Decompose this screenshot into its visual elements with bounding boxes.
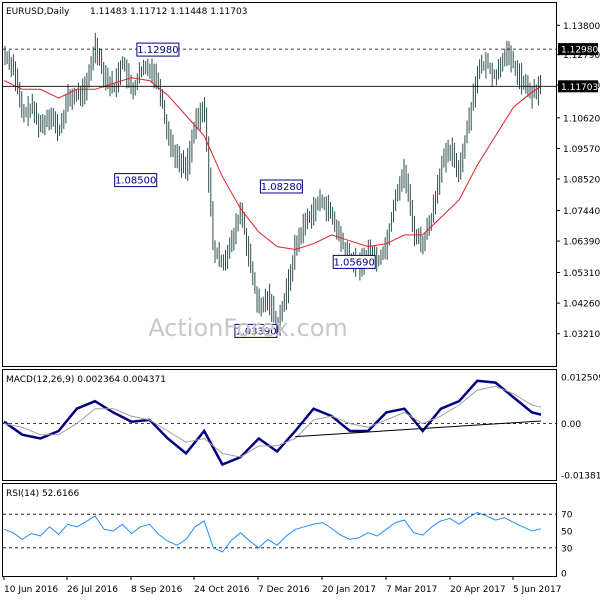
date-axis-tick-label: 8 Sep 2016 [131, 585, 183, 595]
level-annotation-box [114, 173, 158, 188]
level-annotation-box [234, 323, 278, 338]
macd-signal-line [3, 385, 542, 458]
rsi-layer [3, 511, 556, 553]
rsi-axis-tick-label: 70 [561, 511, 573, 521]
level-annotation-label: 1.12980 [137, 45, 178, 56]
level-annotation-box [136, 42, 180, 57]
date-axis-tick-label: 7 Mar 2017 [386, 585, 437, 595]
date-axis-tick-label: 24 Oct 2016 [194, 585, 250, 595]
rsi-panel-frame [2, 483, 557, 577]
price-panel-frame [2, 2, 557, 367]
level-annotation: 1.08280 [259, 179, 303, 194]
macd-trendline [295, 420, 542, 438]
price-axis-tick-label: 1.12790 [563, 51, 600, 61]
level-annotation-label: 1.05690 [334, 257, 375, 268]
level-annotation: 1.12980 [136, 42, 180, 57]
price-layer: 1.12980 1.08500 1.08280 1.03390 1.05690 [3, 32, 556, 338]
date-axis-tick-label: 20 Apr 2017 [450, 585, 506, 595]
ohlc-label: 1.11483 1.11712 1.11448 1.11703 [90, 7, 247, 17]
date-axis-tick-label: 10 Jun 2016 [4, 585, 58, 595]
rsi-axis-tick-label: 50 [561, 528, 573, 538]
level-annotation-label: 1.08500 [115, 176, 156, 187]
level-annotation: 1.08500 [114, 173, 158, 188]
macd-line [3, 379, 542, 467]
level-annotation-label: 1.08280 [261, 182, 302, 193]
date-axis-tick-label: 7 Dec 2016 [258, 585, 310, 595]
level-annotation: 1.05690 [332, 254, 376, 269]
date-axis-tick-label: 5 Jun 2017 [513, 585, 561, 595]
price-axis-tick-label: 1.08520 [563, 176, 600, 186]
price-level-tag [558, 43, 598, 56]
price-bars [4, 32, 541, 336]
rsi-title: RSI(14) 52.6166 [6, 489, 79, 499]
watermark: ActionForex.com [148, 314, 348, 342]
level-annotation-box [332, 254, 376, 269]
axis-layer: 1.138001.127901.117501.106201.095701.085… [3, 22, 600, 595]
price-level-tag-label: 1.12980 [561, 46, 598, 56]
level-annotation-box [259, 179, 303, 194]
rsi-axis-tick-label: 30 [561, 544, 573, 554]
price-axis-tick-label: 1.10620 [563, 114, 600, 124]
macd-layer [3, 379, 556, 467]
macd-title: MACD(12,26,9) 0.002364 0.004371 [6, 375, 166, 385]
date-axis-tick-label: 20 Jan 2017 [322, 585, 376, 595]
price-axis-tick-label: 1.04260 [563, 300, 600, 310]
rsi-axis-tick-label: 0 [561, 570, 567, 580]
price-level-tag-label: 1.11703 [561, 83, 598, 93]
price-axis-tick-label: 1.05310 [563, 269, 600, 279]
level-annotation-label: 1.03390 [235, 326, 276, 337]
macd-axis-tick-label: 0.012509 [561, 374, 600, 384]
price-level-tag [558, 80, 598, 93]
rsi-line [3, 511, 542, 553]
date-axis-tick-label: 26 Jul 2016 [67, 585, 118, 595]
macd-axis-tick-label: -0.013813 [561, 472, 600, 482]
price-axis-tick-label: 1.03210 [563, 330, 600, 340]
macd-axis-tick-label: 0.00 [561, 420, 581, 430]
macd-panel-frame [2, 369, 557, 481]
level-annotation: 1.03390 [234, 323, 278, 338]
price-axis-tick-label: 1.06390 [563, 238, 600, 248]
price-axis-tick-label: 1.13800 [563, 22, 600, 32]
price-axis-tick-label: 1.07440 [563, 207, 600, 217]
symbol-label: EURUSD,Daily [6, 7, 70, 17]
moving-average-line [3, 77, 542, 251]
price-axis-tick-label: 1.09570 [563, 145, 600, 155]
